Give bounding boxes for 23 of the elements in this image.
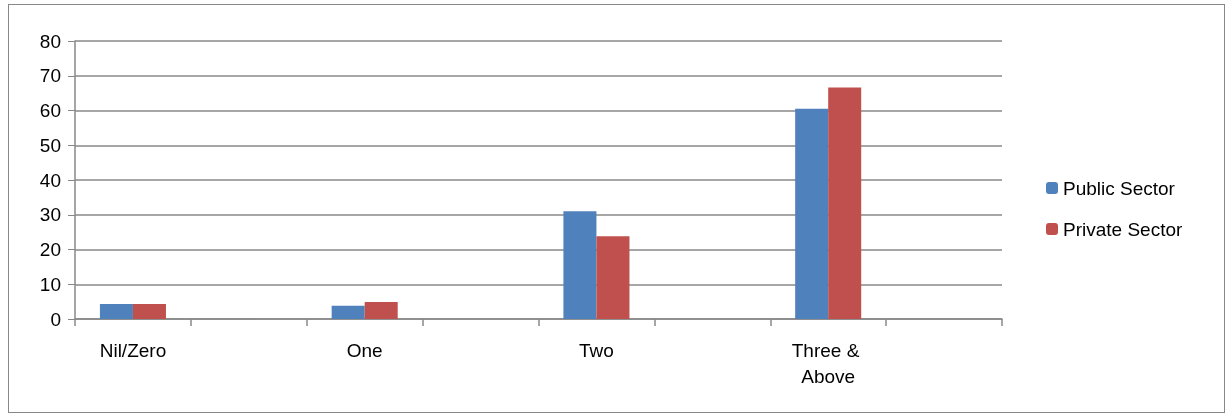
bar bbox=[132, 304, 166, 319]
bar bbox=[331, 305, 365, 319]
y-tick-label: 10 bbox=[39, 273, 61, 295]
bar bbox=[596, 236, 630, 319]
bar bbox=[563, 211, 597, 319]
x-tick-label: Three & Above bbox=[791, 339, 865, 387]
bar bbox=[828, 87, 862, 319]
y-tick-label: 70 bbox=[39, 65, 61, 87]
x-tick-label: One bbox=[346, 339, 383, 361]
bar bbox=[795, 108, 829, 319]
y-tick-label: 20 bbox=[39, 239, 61, 260]
bar bbox=[99, 304, 133, 319]
y-tick-label: 60 bbox=[39, 100, 61, 121]
y-tick-label: 80 bbox=[39, 30, 61, 52]
legend-label: Public Sector bbox=[1063, 177, 1176, 199]
y-tick-label: 30 bbox=[39, 204, 61, 226]
legend-label: Private Sector bbox=[1063, 218, 1183, 240]
y-tick-label: 50 bbox=[39, 134, 61, 156]
x-tick-label: Nil/Zero bbox=[99, 339, 167, 361]
x-tick-label: Two bbox=[579, 339, 614, 361]
y-tick-label: 0 bbox=[50, 308, 61, 330]
bar bbox=[364, 301, 398, 319]
y-tick-label: 40 bbox=[39, 169, 61, 191]
